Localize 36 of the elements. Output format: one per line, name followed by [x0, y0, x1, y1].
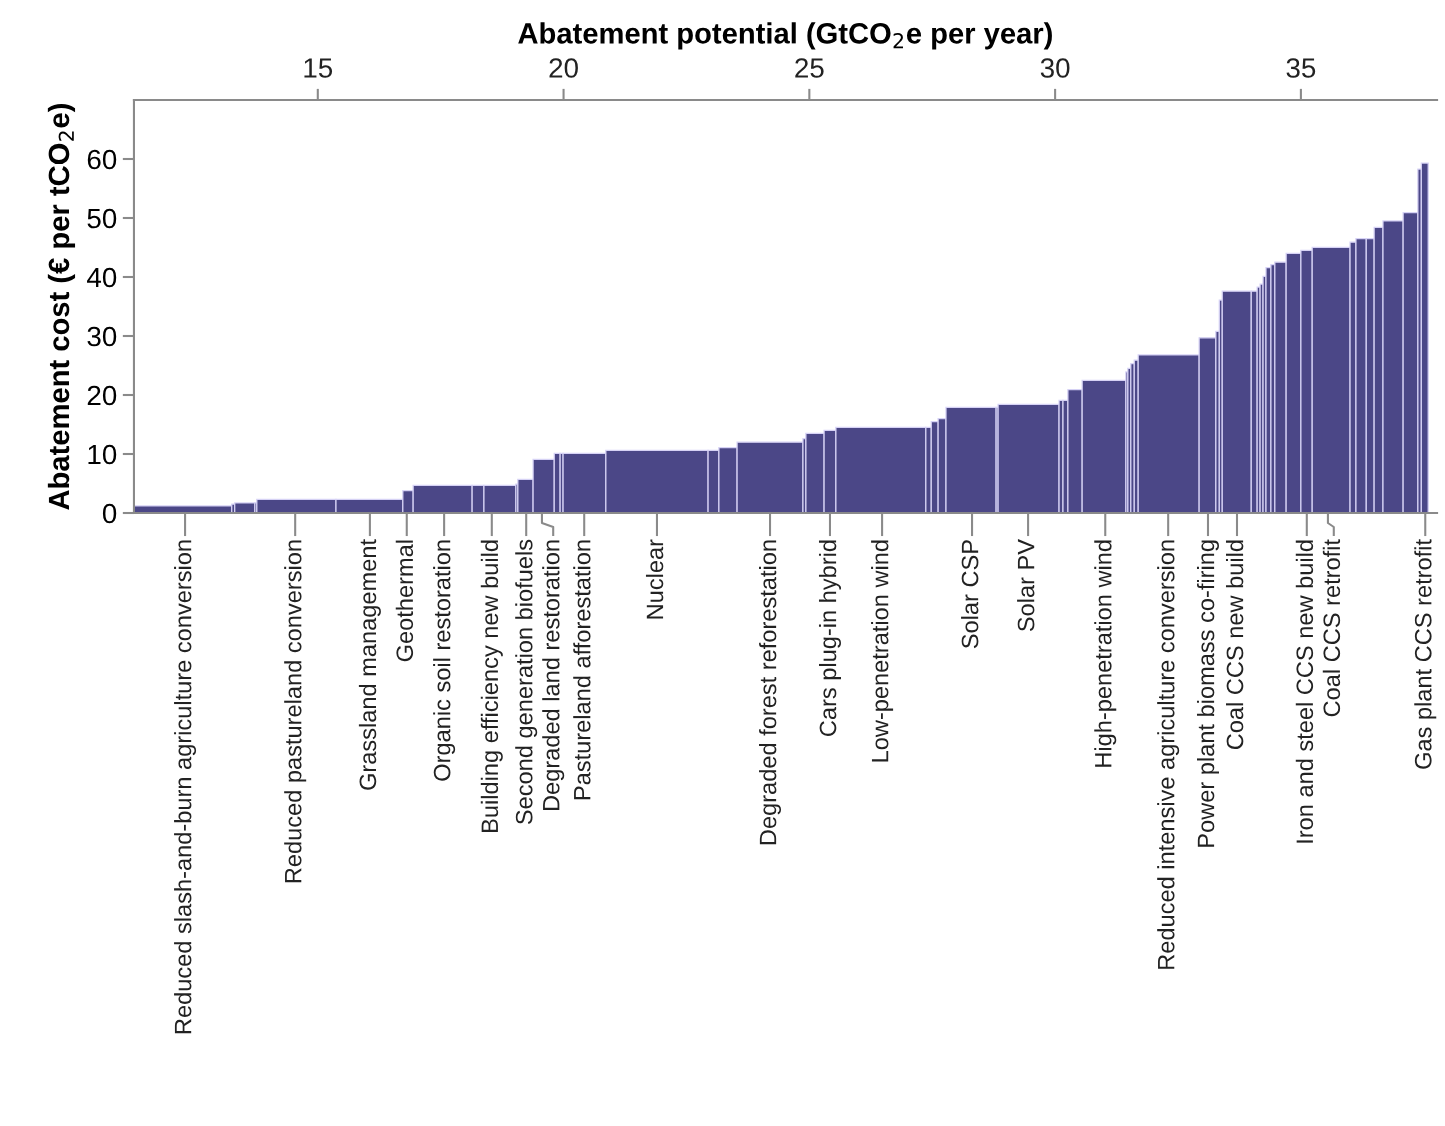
x-tick-label: 20 [549, 58, 578, 78]
y-tick-label: 10 [88, 444, 117, 465]
annotation: Nuclear [645, 539, 664, 619]
annotation: Organic soil restoration [433, 540, 456, 781]
y-tick-label: 30 [87, 326, 117, 347]
y-tick-label: 60 [87, 149, 117, 170]
annotation: High-penetration wind [1094, 540, 1117, 767]
annotation: Coal CCS retrofit [1322, 539, 1341, 717]
annotation: Degraded forest reforestation [759, 540, 782, 845]
annotation: Solar PV [1017, 539, 1035, 632]
annotation: Pastureland afforestation [573, 540, 591, 800]
x-tick-label: 30 [1040, 58, 1070, 78]
annotation: Gas plant CCS retrofit [1414, 539, 1437, 769]
annotation: Solar CSP [961, 540, 979, 649]
annotation: Cars plug-in hybrid [818, 540, 841, 736]
annotation: Grassland management [358, 539, 381, 790]
y-tick-label: 0 [102, 503, 117, 524]
annotation: Reduced slash-and-burn agriculture conversion [174, 540, 197, 1034]
y-axis-title: Abatement cost (€ per tCO$_{2}$e) [47, 104, 76, 510]
x-tick-label: 25 [795, 58, 824, 78]
y-tick-label: 20 [87, 385, 117, 406]
annotation: Building efficiency new build [480, 540, 503, 832]
y-tick-label: 40 [87, 267, 117, 288]
x-tick-label: 35 [1286, 58, 1316, 78]
annotation: Second generation biofuels [515, 539, 538, 825]
annotation: Reduced intensive agriculture conversion [1157, 540, 1180, 969]
y-tick-label: 50 [87, 208, 117, 229]
x-axis-title: Abatement potential (GtCO$_{2}$e per year) [518, 22, 1052, 50]
annotation: Reduced pastureland conversion [284, 540, 307, 883]
annotation: Iron and steel CCS new build [1295, 540, 1314, 843]
annotation: Geothermal [395, 540, 414, 662]
annotation: Low-penetration wind [871, 540, 894, 762]
x-tick-label: 15 [304, 58, 333, 78]
annotation: Power plant biomass co-firing [1196, 540, 1219, 847]
annotation: Coal CCS new build [1225, 540, 1244, 750]
annotation: Degraded land restoration [542, 540, 565, 811]
